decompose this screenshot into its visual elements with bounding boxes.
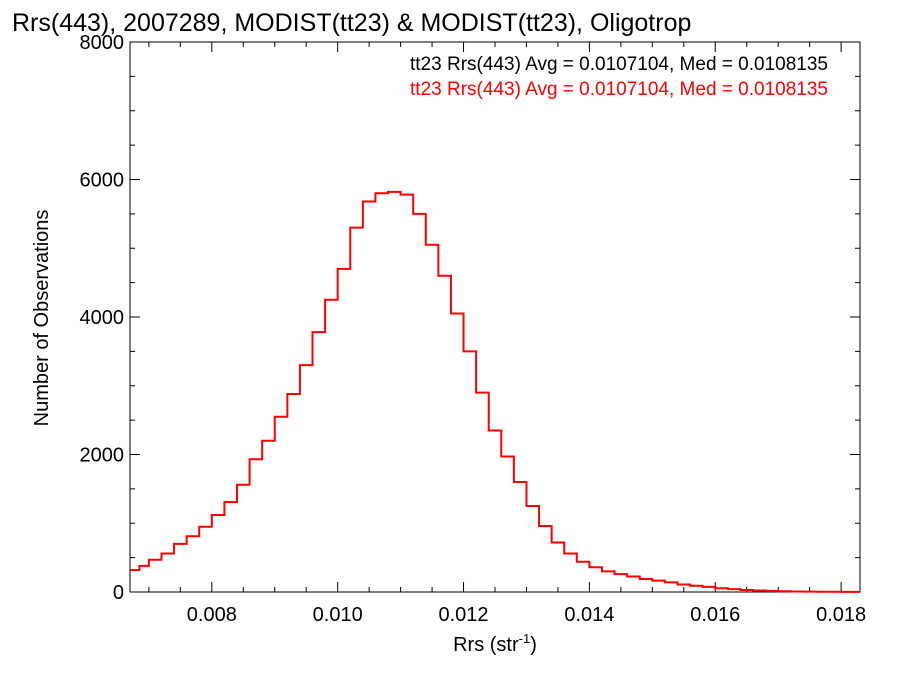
x-tick-label-0: 0.008: [187, 604, 237, 626]
x-axis-label-main: Rrs (str: [453, 634, 519, 656]
histogram-series-0: [130, 190, 860, 593]
y-tick-label-3: 6000: [80, 170, 125, 192]
y-tick-label-2: 4000: [80, 307, 125, 329]
x-axis-label-suffix: ): [530, 634, 537, 656]
x-tick-label-1: 0.010: [313, 604, 363, 626]
x-tick-label-5: 0.018: [816, 604, 866, 626]
y-tick-label-4: 8000: [80, 32, 125, 54]
x-axis-label: Rrs (str-1): [453, 631, 537, 656]
y-axis-label: Number of Observations: [31, 210, 53, 427]
y-tick-label-0: 0: [113, 582, 124, 604]
x-tick-label-2: 0.012: [439, 604, 489, 626]
y-tick-label-1: 2000: [80, 445, 125, 467]
plot-frame: [129, 41, 861, 593]
legend-entry-red: tt23 Rrs(443) Avg = 0.0107104, Med = 0.0…: [410, 79, 828, 100]
chart-title: Rrs(443), 2007289, MODIST(tt23) & MODIST…: [12, 9, 691, 37]
plot-area: 0.008 0.010 0.012 0.014 0.016 0.018 0 2000 4000 6…: [80, 32, 867, 626]
x-tick-label-3: 0.014: [564, 604, 614, 626]
legend-entry-black: tt23 Rrs(443) Avg = 0.0107104, Med = 0.0…: [410, 54, 828, 75]
x-tick-label-4: 0.016: [690, 604, 740, 626]
x-axis-label-superscript: -1: [519, 631, 531, 646]
